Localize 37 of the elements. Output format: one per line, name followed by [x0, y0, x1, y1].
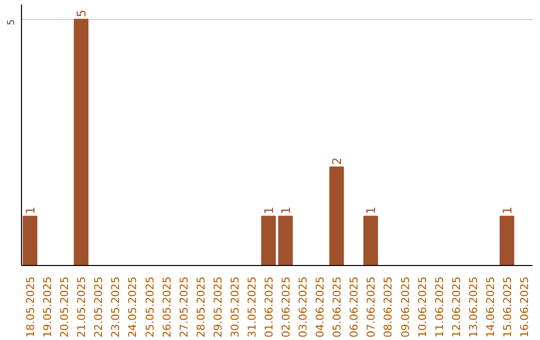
x-tick-label: 06.06.2025	[348, 276, 361, 338]
x-tick-label: 12.06.2025	[450, 276, 463, 338]
data-label: 1	[24, 206, 38, 214]
x-tick-label: 09.06.2025	[398, 276, 412, 338]
x-tick-label: 13.06.2025	[466, 276, 480, 338]
x-tick-label: 28.05.2025	[194, 276, 208, 338]
x-tick-label: 26.05.2025	[160, 276, 174, 338]
x-tick-label: 23.05.2025	[109, 276, 122, 338]
x-tick-label: 10.06.2025	[416, 276, 429, 338]
x-tick-label: 04.06.2025	[314, 276, 327, 338]
x-tick-label: 29.05.2025	[211, 276, 224, 338]
x-tick-label: 05.06.2025	[330, 276, 344, 338]
x-tick-label: 18.05.2025	[24, 276, 38, 338]
data-label: 2	[330, 157, 344, 166]
data-label: 1	[364, 206, 378, 214]
x-tick-label: 14.06.2025	[484, 276, 497, 338]
x-tick-label: 24.05.2025	[126, 276, 140, 338]
x-tick-label: 16.06.2025	[518, 276, 531, 338]
x-tick-label: 22.05.2025	[92, 276, 106, 338]
x-tick-label: 30.05.2025	[228, 276, 242, 338]
data-label: 1	[500, 206, 514, 214]
x-tick-label: 25.05.2025	[143, 276, 156, 338]
x-tick-label: 11.06.2025	[432, 276, 446, 338]
x-tick-label: 15.06.2025	[500, 276, 514, 338]
x-tick-label: 01.06.2025	[262, 276, 276, 338]
x-tick-label: 31.05.2025	[245, 276, 258, 338]
x-tick-label: 07.06.2025	[364, 276, 378, 338]
data-label: 1	[262, 206, 276, 214]
data-label: 5	[74, 10, 89, 18]
x-tick-label: 08.06.2025	[382, 276, 395, 338]
x-tick-label: 03.06.2025	[296, 276, 310, 338]
x-tick-label: 27.05.2025	[177, 276, 190, 338]
x-tick-label: 19.05.2025	[41, 276, 54, 338]
x-tick-label: 02.06.2025	[280, 276, 293, 338]
x-tick-label: 20.05.2025	[58, 276, 72, 338]
x-tick-label: 21.05.2025	[75, 276, 88, 338]
data-label: 1	[279, 206, 294, 214]
